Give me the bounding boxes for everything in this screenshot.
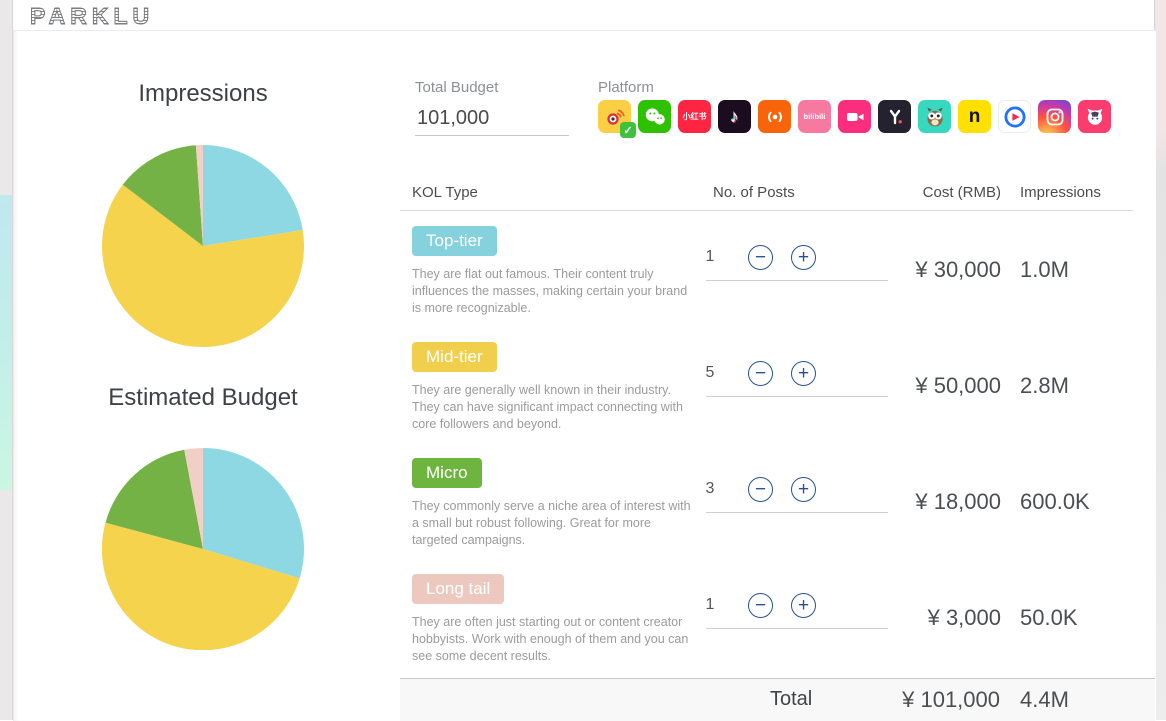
table-row-micro: Micro They commonly serve a niche area o… [400, 442, 1133, 558]
increment-posts-button[interactable]: + [791, 593, 816, 618]
row-cost: ¥ 50,000 [915, 373, 1001, 398]
row-cost: ¥ 3,000 [927, 605, 1001, 630]
platform-maoer-cat-icon[interactable] [1078, 100, 1111, 133]
table-header-divider [400, 210, 1133, 211]
selected-check-icon: ✓ [620, 122, 636, 138]
parklu-logo: PARKLU [29, 3, 155, 30]
row-impressions: 1.0M [1020, 257, 1069, 282]
platform-bilibili-icon[interactable]: bilibili [798, 100, 831, 133]
total-impressions: 4.4M [1020, 687, 1069, 712]
header-cost-rmb: Cost (RMB) [922, 184, 1001, 201]
pie-slice-micro [105, 449, 203, 549]
tier-badge: Mid-tier [412, 342, 497, 372]
tier-badge: Top-tier [412, 226, 497, 256]
tier-description: They are flat out famous. Their content … [412, 267, 688, 315]
platform-selector: ✓ 小红书 ♪ bilibili [598, 100, 1111, 138]
tier-badge: Micro [412, 458, 482, 488]
row-cost: ¥ 18,000 [915, 489, 1001, 514]
posts-underline [706, 396, 888, 397]
pie-slice-mid-tier [102, 184, 304, 347]
tier-description: They commonly serve a niche area of inte… [412, 499, 691, 547]
decrement-posts-button[interactable]: − [748, 361, 773, 386]
platform-meipai-video-icon[interactable] [838, 100, 871, 133]
table-row-long-tail: Long tail They are often just starting o… [400, 558, 1133, 674]
pie-slice-micro [122, 145, 203, 246]
header-impressions: Impressions [1020, 184, 1101, 201]
platform-weibo-icon[interactable]: ✓ [598, 100, 636, 138]
platform-wechat-icon[interactable] [638, 100, 671, 133]
row-impressions: 600.0K [1020, 489, 1090, 514]
total-budget-label: Total Budget [415, 79, 499, 96]
increment-posts-button[interactable]: + [791, 245, 816, 270]
table-row-mid-tier: Mid-tier They are generally well known i… [400, 326, 1133, 442]
posts-underline [706, 628, 888, 629]
total-label: Total [770, 688, 813, 710]
platform-tencent-video-icon[interactable] [998, 100, 1031, 133]
platform-douyin-icon[interactable]: ♪ [718, 100, 751, 133]
pie-slice-long-tail [184, 448, 203, 549]
tier-description: They are generally well known in their i… [412, 383, 683, 431]
platform-nice-icon[interactable]: n [958, 100, 991, 133]
page-left-edge [0, 0, 13, 720]
table-row-top-tier: Top-tier They are flat out famous. Their… [400, 210, 1133, 326]
platform-ximalaya-icon[interactable] [758, 100, 791, 133]
row-impressions: 50.0K [1020, 605, 1078, 630]
pie-slice-long-tail [195, 145, 203, 246]
increment-posts-button[interactable]: + [791, 477, 816, 502]
tier-description: They are often just starting out or cont… [412, 615, 689, 663]
row-cost: ¥ 30,000 [915, 257, 1001, 282]
header-no-of-posts: No. of Posts [713, 184, 795, 201]
increment-posts-button[interactable]: + [791, 361, 816, 386]
pie-slice-top-tier [203, 448, 304, 579]
impressions-pie-chart [102, 145, 304, 347]
pie-slice-mid-tier [102, 522, 300, 650]
tier-badge: Long tail [412, 574, 505, 604]
total-row: Total ¥ 101,000 4.4M [400, 678, 1155, 721]
header-kol-type: KOL Type [412, 184, 478, 201]
impressions-chart-title: Impressions [138, 80, 268, 107]
platform-xiaohongshu-icon[interactable]: 小红书 [678, 100, 711, 133]
posts-count: 3 [705, 480, 715, 497]
platform-label: Platform [598, 79, 654, 96]
posts-underline [706, 512, 888, 513]
row-impressions: 2.8M [1020, 373, 1069, 398]
posts-underline [706, 280, 888, 281]
total-budget-input[interactable] [415, 103, 569, 136]
posts-count: 5 [705, 364, 715, 381]
pie-slice-top-tier [203, 145, 303, 246]
platform-yizhibo-icon[interactable] [878, 100, 911, 133]
decrement-posts-button[interactable]: − [748, 477, 773, 502]
decrement-posts-button[interactable]: − [748, 593, 773, 618]
decrement-posts-button[interactable]: − [748, 245, 773, 270]
platform-owl-icon[interactable] [918, 100, 951, 133]
platform-instagram-icon[interactable] [1038, 100, 1071, 133]
posts-count: 1 [705, 248, 715, 265]
posts-count: 1 [705, 596, 715, 613]
budget-chart-title: Estimated Budget [108, 384, 298, 411]
total-cost: ¥ 101,000 [902, 687, 1000, 712]
budget-pie-chart [102, 448, 304, 650]
page-left-edge-accent [0, 195, 12, 490]
